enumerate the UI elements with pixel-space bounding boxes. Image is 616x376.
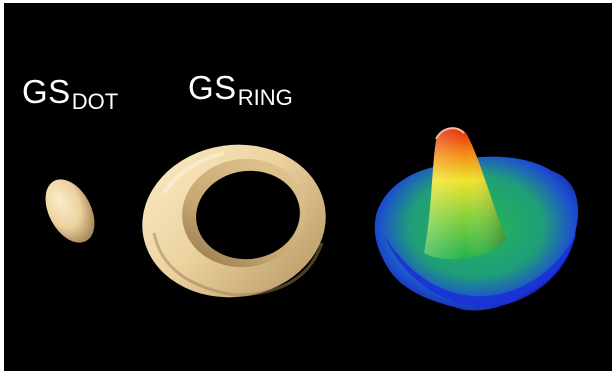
gs-ring-label-subscript: RING [237, 85, 293, 110]
gs-ring-label-main: GS [188, 69, 237, 106]
density-plot [374, 127, 579, 311]
scene-canvas [45, 127, 579, 311]
gs-dot-label-subscript: DOT [71, 89, 119, 114]
gs-dot-label-main: GS [22, 73, 71, 110]
figure-frame: GSDOT GSRING [4, 3, 612, 371]
ring-shape [142, 144, 326, 298]
dot-shape [45, 179, 95, 243]
gs-ring-label: GSRING [188, 69, 293, 110]
gs-dot-label: GSDOT [22, 73, 119, 114]
